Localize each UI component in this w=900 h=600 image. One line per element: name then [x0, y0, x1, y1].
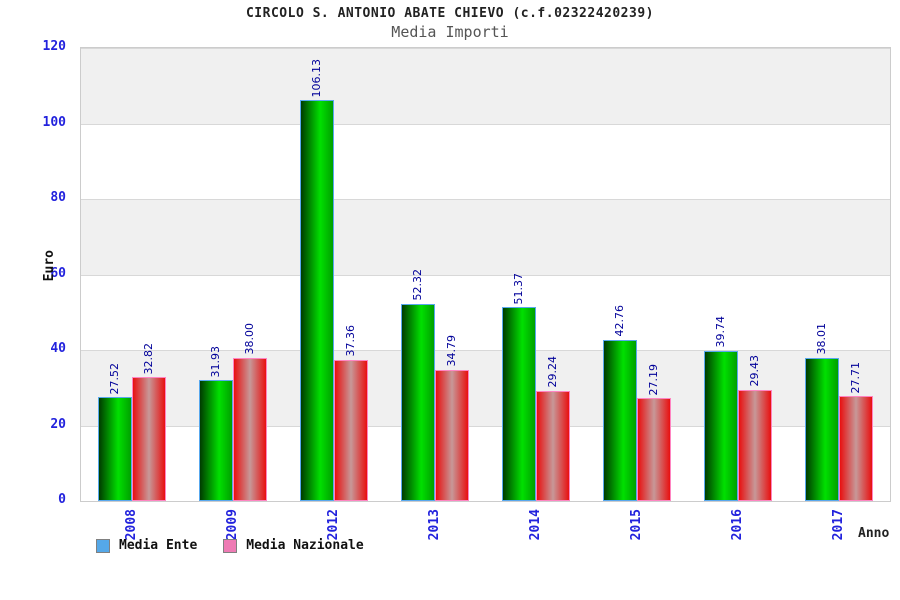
- x-tick-label-2016: 2016: [730, 509, 746, 541]
- y-tick-label: 60: [50, 265, 66, 281]
- x-tick-label-2012: 2012: [325, 509, 341, 541]
- value-label: 27.19: [647, 363, 661, 396]
- value-label: 29.24: [546, 356, 560, 388]
- value-label: 38.01: [815, 323, 829, 355]
- bar-media-nazionale-2014: [536, 390, 571, 501]
- value-label: 37.36: [343, 325, 357, 357]
- bar-media-nazionale-2017: [839, 396, 874, 501]
- bar-media-nazionale-2012: [333, 359, 368, 501]
- value-label: 31.93: [208, 345, 222, 378]
- legend-label-media-nazionale: Media Nazionale: [246, 538, 364, 553]
- grid-band: [81, 199, 890, 275]
- value-label: 39.74: [714, 316, 728, 348]
- legend: Media Ente Media Nazionale: [96, 538, 364, 553]
- y-tick-label: 100: [42, 114, 66, 130]
- value-label: 27.52: [107, 362, 121, 395]
- x-tick-label-2015: 2015: [629, 509, 645, 541]
- bar-media-nazionale-2016: [738, 389, 773, 501]
- value-label: 42.76: [613, 305, 627, 337]
- bar-media-nazionale-2009: [232, 357, 267, 501]
- bar-media-ente-2017: [805, 357, 840, 501]
- chart-title: CIRCOLO S. ANTONIO ABATE CHIEVO (c.f.023…: [245, 6, 654, 21]
- value-label: 27.71: [849, 361, 863, 394]
- bar-media-nazionale-2008: [131, 377, 166, 501]
- chart-subtitle: Media Importi: [391, 23, 509, 41]
- bar-media-ente-2014: [502, 307, 537, 501]
- legend-item-media-nazionale: Media Nazionale: [223, 538, 364, 553]
- bar-media-ente-2009: [198, 380, 233, 501]
- media-nazionale-swatch-icon: [223, 538, 238, 553]
- bar-media-ente-2013: [400, 303, 435, 501]
- legend-label-media-ente: Media Ente: [119, 538, 198, 553]
- grid-band: [81, 48, 890, 124]
- media-ente-swatch-icon: [96, 538, 110, 553]
- value-label: 38.00: [242, 323, 256, 355]
- bar-media-ente-2008: [97, 397, 132, 501]
- value-label: 34.79: [444, 335, 458, 367]
- value-label: 51.37: [512, 272, 526, 305]
- grid-band: [81, 274, 890, 350]
- x-tick-label-2008: 2008: [123, 509, 139, 541]
- x-tick-label-2013: 2013: [426, 509, 442, 541]
- x-tick-label-2014: 2014: [528, 509, 544, 541]
- x-axis-title: Anno: [858, 526, 890, 541]
- y-axis-labels: 0 20 40 60 80 100 120: [0, 39, 72, 507]
- grid-band: [81, 123, 890, 199]
- y-tick-label: 80: [50, 190, 66, 205]
- y-tick-label: 120: [42, 39, 66, 54]
- value-label: 32.82: [141, 342, 155, 375]
- y-tick-label: 40: [50, 341, 66, 356]
- plot-area: 27.52 32.82 2008 31.93 38.00 2009 106.13 37.36 2…: [80, 47, 891, 540]
- value-label: 52.32: [410, 269, 424, 301]
- y-tick-label: 20: [50, 416, 66, 432]
- legend-item-media-ente: Media Ente: [96, 538, 197, 553]
- value-label: 106.13: [309, 58, 323, 98]
- value-label: 29.43: [748, 355, 762, 387]
- bar-media-ente-2016: [704, 350, 739, 501]
- bar-media-ente-2015: [603, 339, 638, 501]
- y-axis-title: Euro: [42, 250, 57, 282]
- y-tick-label: 0: [58, 492, 66, 507]
- bar-media-nazionale-2015: [637, 398, 672, 501]
- x-tick-label-2009: 2009: [224, 509, 240, 541]
- x-tick-label-2017: 2017: [831, 509, 847, 541]
- bar-media-ente-2012: [299, 100, 334, 501]
- bar-media-nazionale-2013: [434, 369, 469, 501]
